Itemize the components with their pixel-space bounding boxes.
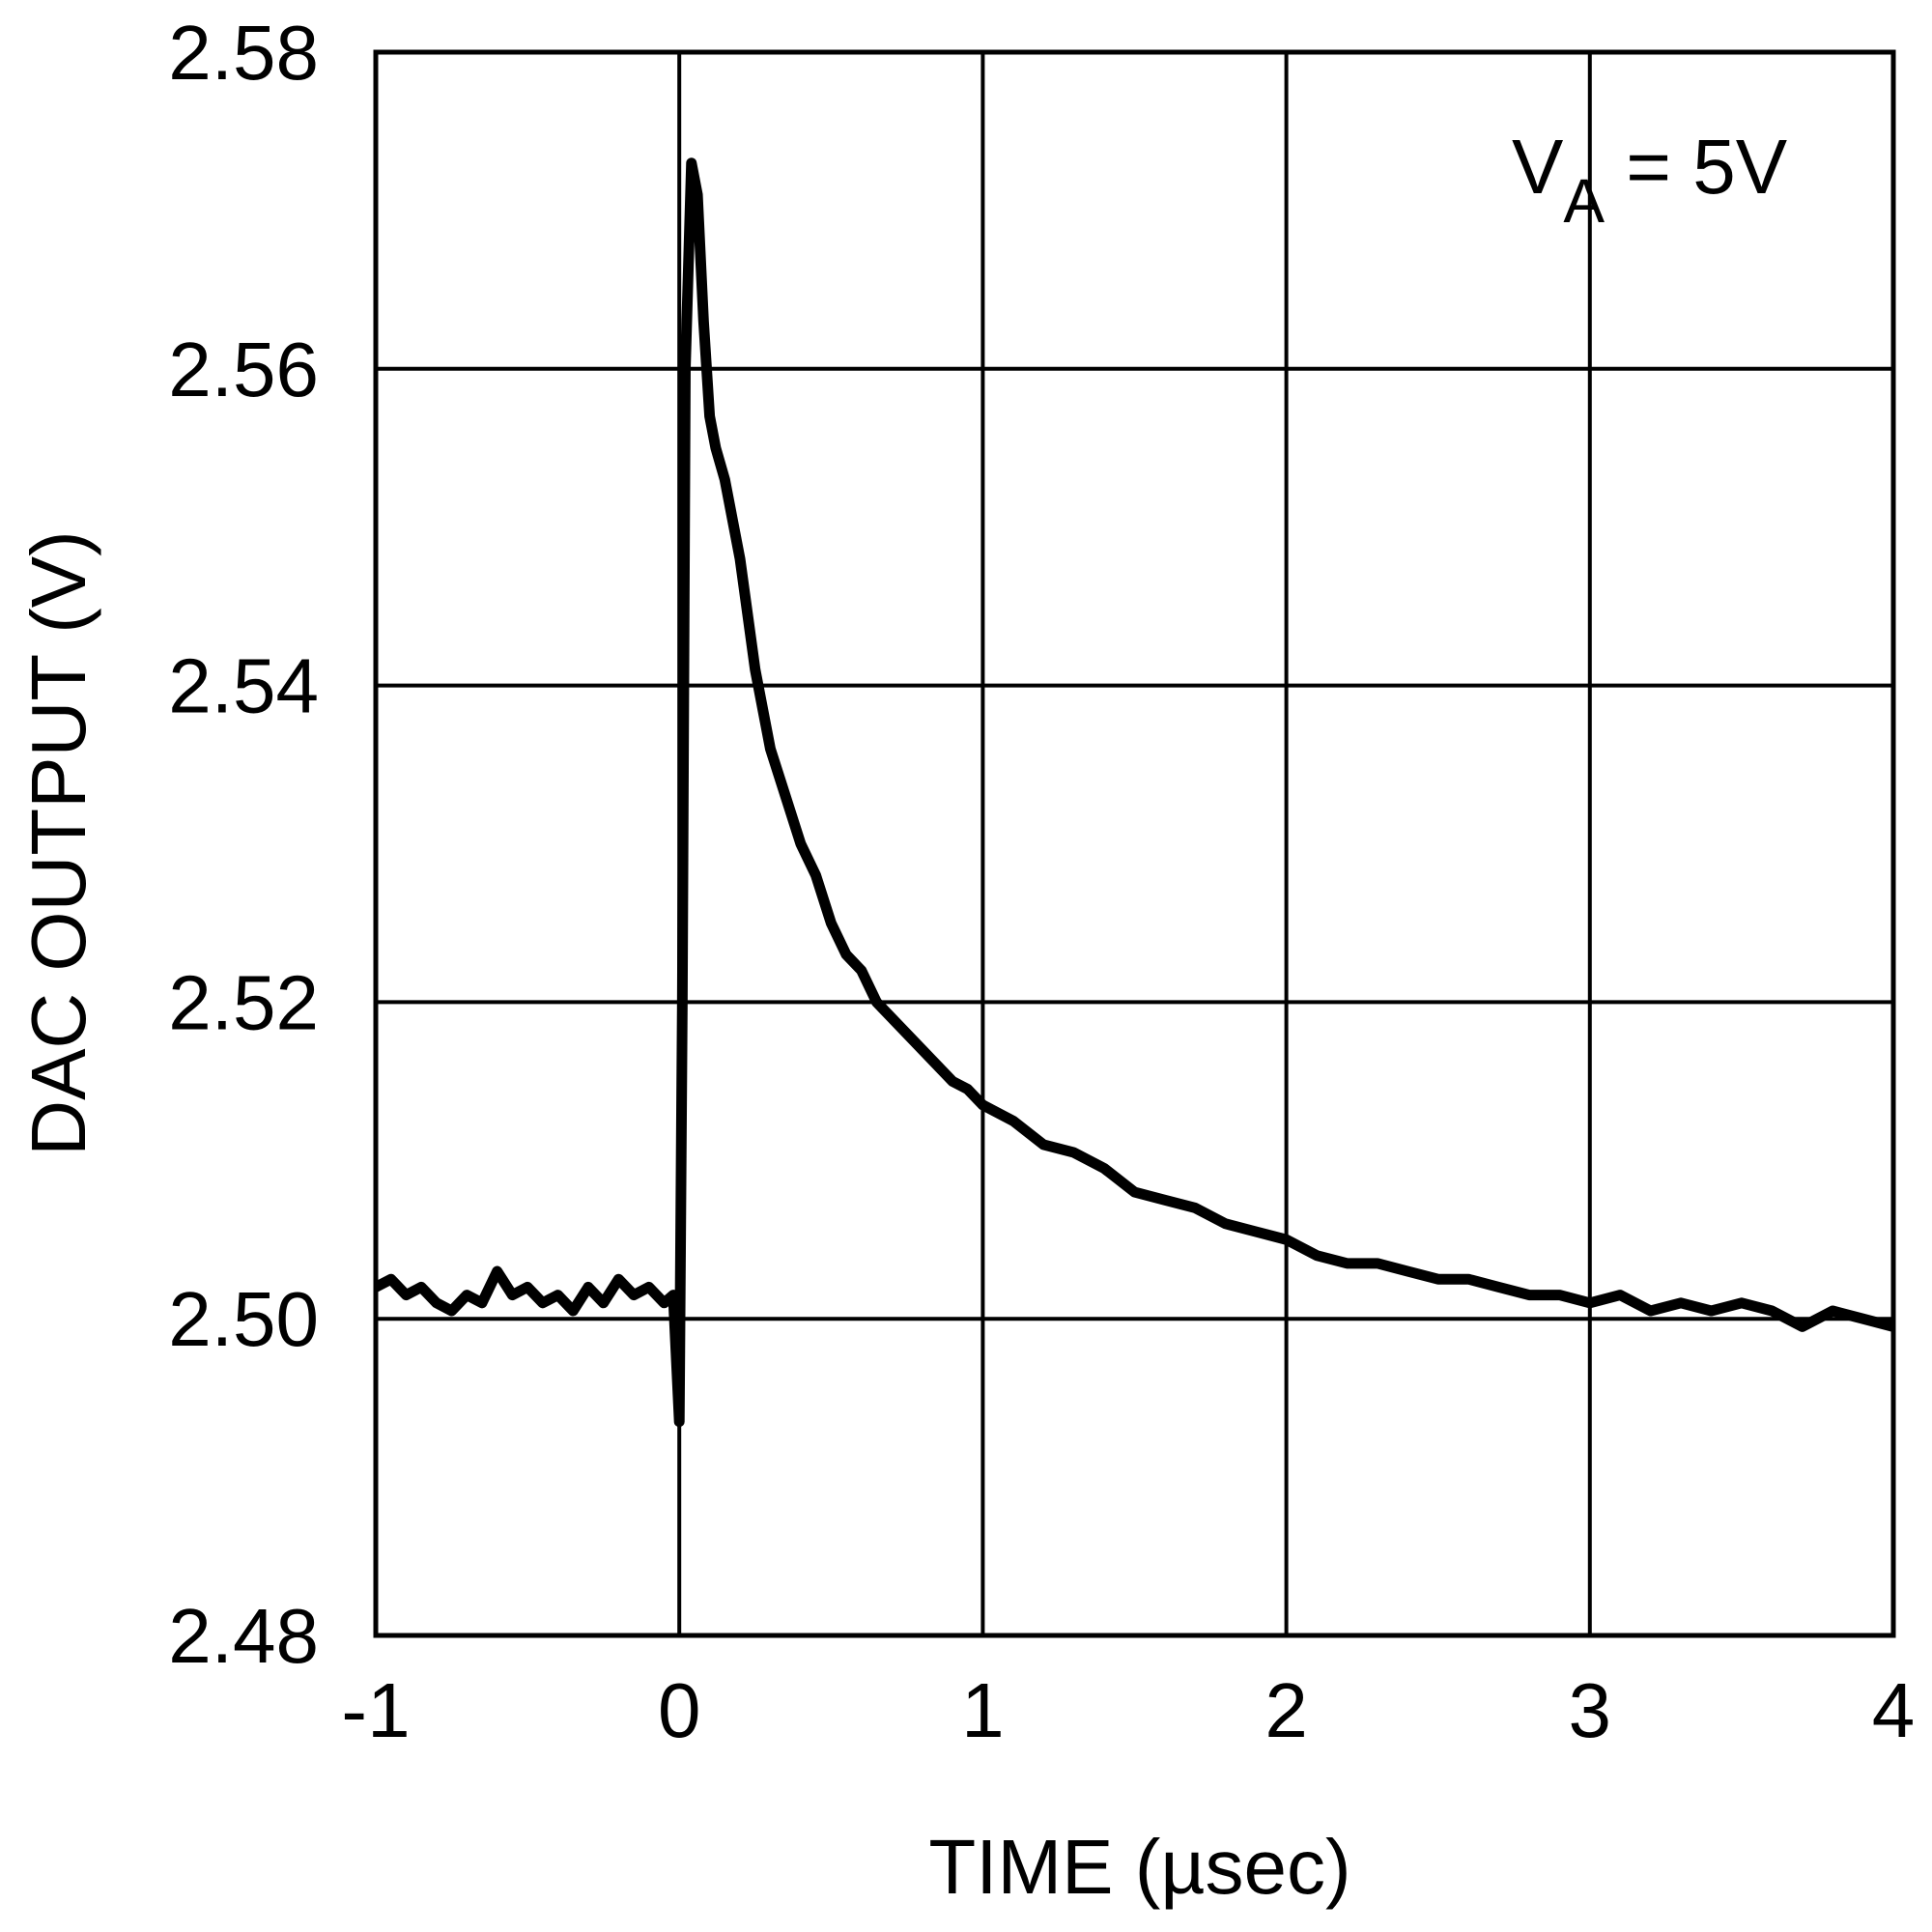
annotation-main: V: [1512, 124, 1564, 210]
x-tick-label: 0: [658, 1667, 701, 1753]
annotation: VA = 5V: [1512, 124, 1788, 236]
y-tick-label: 2.52: [168, 959, 319, 1045]
y-tick-label: 2.50: [168, 1276, 319, 1362]
x-tick-label: 1: [961, 1667, 1005, 1753]
x-tick-label: 3: [1569, 1667, 1612, 1753]
annotation-subscript: A: [1563, 166, 1605, 236]
y-axis-label: DAC OUTPUT (V): [15, 530, 101, 1155]
y-tick-label: 2.56: [168, 327, 319, 412]
y-tick-label: 2.54: [168, 643, 319, 729]
x-tick-label: -1: [341, 1667, 410, 1753]
plot-frame: [373, 49, 1896, 1638]
y-tick-label: 2.48: [168, 1593, 319, 1679]
x-tick-label: 2: [1264, 1667, 1308, 1753]
y-tick-label: 2.58: [168, 10, 319, 96]
data-line: [373, 157, 1895, 1428]
annotation-suffix: = 5V: [1605, 124, 1788, 210]
x-tick-label: 4: [1872, 1667, 1916, 1753]
x-axis-label: TIME (µsec): [928, 1824, 1350, 1910]
